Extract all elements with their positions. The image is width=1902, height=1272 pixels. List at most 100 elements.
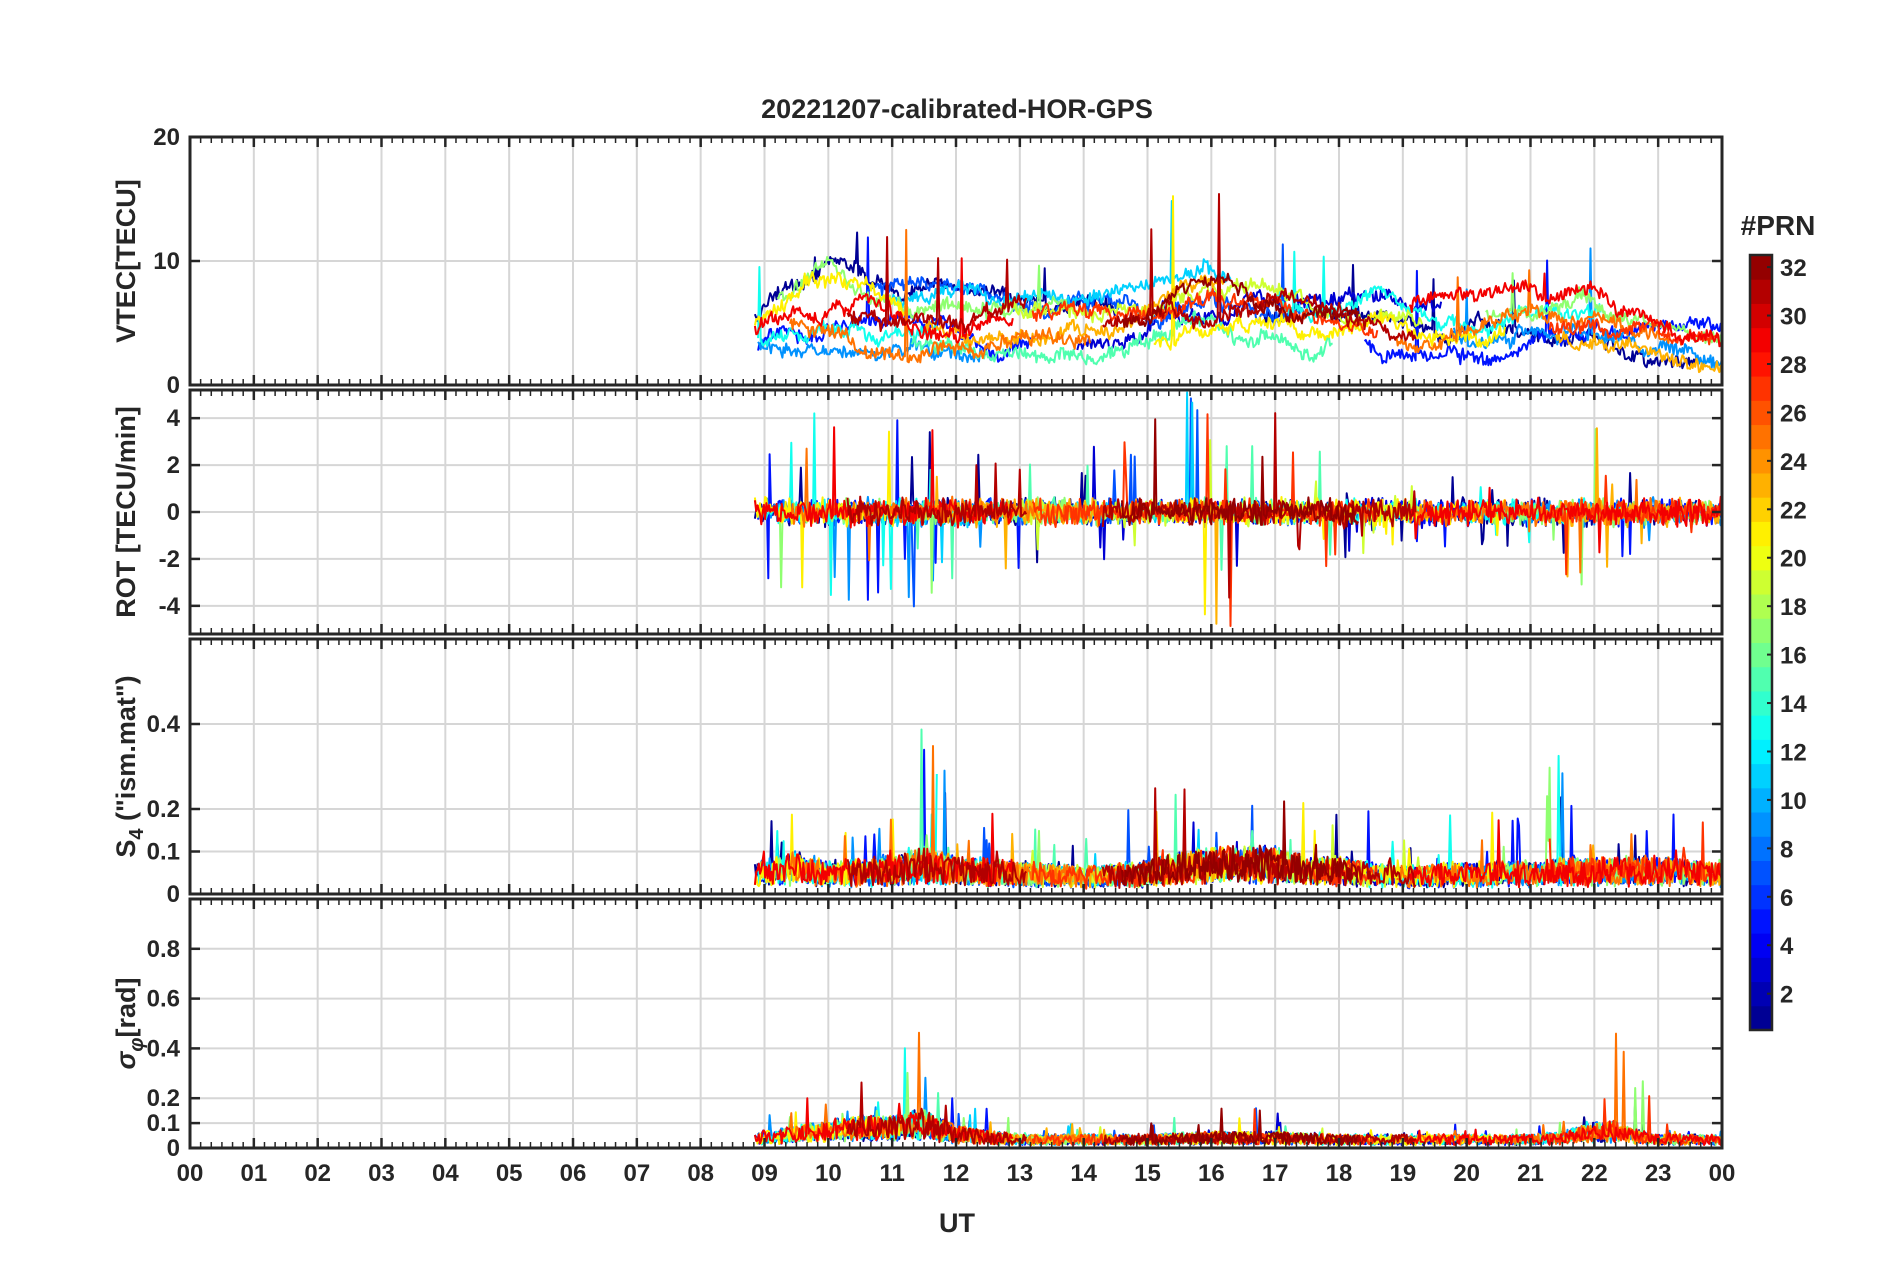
trace-prn-27: [1031, 288, 1379, 339]
traces-group: [753, 193, 1722, 374]
colorbar-tick-label: 8: [1780, 836, 1793, 863]
colorbar-swatch: [1750, 521, 1772, 547]
x-tick-label: 12: [943, 1160, 970, 1187]
y-tick-label: 4: [167, 405, 181, 432]
colorbar-swatch: [1750, 351, 1772, 377]
colorbar-tick-label: 6: [1780, 885, 1793, 912]
trace-prn-29: [1408, 272, 1722, 350]
trace-prn-1: [1261, 263, 1698, 370]
trace-prn-32: [1121, 800, 1360, 887]
colorbar-swatch: [1750, 279, 1772, 304]
y-tick-label: 10: [153, 248, 180, 275]
trace-prn-29: [1408, 1120, 1722, 1146]
trace-prn-31: [846, 847, 1028, 888]
colorbar-tick-label: 28: [1780, 352, 1807, 379]
trace-prn-32: [1121, 1107, 1360, 1146]
trace-prn-32: [1121, 418, 1359, 528]
trace-prn-17: [1485, 272, 1722, 345]
axes-frame: [188, 388, 1724, 636]
colorbar-swatch: [1750, 424, 1772, 450]
x-tick-label: 15: [1134, 1160, 1161, 1187]
y-tick-label: 0: [167, 499, 180, 526]
colorbar-swatch: [1750, 400, 1772, 426]
x-tick-label: 22: [1581, 1160, 1608, 1187]
colorbar-tick-label: 4: [1780, 933, 1794, 960]
x-tick-label: 05: [496, 1160, 523, 1187]
colorbar-swatch: [1750, 715, 1772, 740]
x-tick-label: 03: [368, 1160, 395, 1187]
colorbar-swatch: [1750, 594, 1772, 619]
y-tick-label: 2: [167, 452, 180, 479]
y-tick-label: 0.4: [147, 711, 181, 738]
trace-prn-1: [753, 231, 1116, 323]
trace-prn-23: [1555, 330, 1722, 374]
colorbar-tick-label: 14: [1780, 691, 1807, 718]
colorbar-swatch: [1750, 376, 1772, 401]
y-tick-label: 0.4: [147, 1035, 181, 1062]
colorbar-swatch: [1750, 933, 1772, 958]
colorbar-tick-label: 22: [1780, 497, 1807, 524]
x-tick-label: 04: [432, 1160, 459, 1187]
trace-prn-31: [846, 236, 1028, 334]
trace-prn-29: [753, 426, 1014, 529]
y-tick-label: 0.8: [147, 936, 180, 963]
colorbar-swatch: [1750, 957, 1772, 983]
panel-1: 0 10 20 VTEC[TECU]: [111, 124, 1724, 399]
colorbar-swatch: [1750, 860, 1772, 886]
panel-2: -4 -2 0 2 4 ROT [TECU/min]: [111, 388, 1724, 636]
chart-title: 20221207-calibrated-HOR-GPS: [761, 94, 1153, 124]
axes-frame: [188, 897, 1724, 1150]
colorbar-swatch: [1750, 255, 1772, 280]
trace-prn-29: [753, 257, 1014, 344]
x-tick-label: 08: [687, 1160, 714, 1187]
x-tick-label: 02: [304, 1160, 331, 1187]
colorbar-swatch: [1750, 497, 1772, 522]
y-tick-label: 0.1: [147, 1110, 180, 1137]
x-tick-label: 09: [751, 1160, 778, 1187]
x-tick-label: 20: [1453, 1160, 1480, 1187]
colorbar-tick-label: 26: [1780, 400, 1807, 427]
colorbar-swatch: [1750, 303, 1772, 329]
y-tick-label: 0.2: [147, 796, 180, 823]
trace-prn-25: [789, 228, 1091, 364]
colorbar-tick-label: 16: [1780, 643, 1807, 670]
x-tick-label: 23: [1645, 1160, 1672, 1187]
traces-group: [753, 391, 1722, 627]
colorbar-swatch: [1750, 739, 1772, 765]
x-tick-label: 00: [1709, 1160, 1736, 1187]
y-axis-label: S4 ("ism.mat"): [111, 675, 148, 857]
x-tick-label: 19: [1389, 1160, 1416, 1187]
colorbar-swatch: [1750, 981, 1772, 1007]
y-tick-label: 0: [167, 372, 180, 399]
x-tick-label: 10: [815, 1160, 842, 1187]
x-tick-label: 17: [1262, 1160, 1289, 1187]
trace-prn-29: [1408, 486, 1722, 554]
x-tick-label: 14: [1070, 1160, 1097, 1187]
colorbar-swatch: [1750, 884, 1772, 910]
x-tick-label: 00: [177, 1160, 204, 1187]
x-tick-label: 11: [879, 1160, 904, 1187]
traces-group: [753, 728, 1722, 890]
trace-prn-21: [753, 271, 906, 326]
colorbar-tick-label: 30: [1780, 304, 1807, 331]
trace-prn-32: [1121, 272, 1360, 329]
trace-prn-17: [776, 256, 1072, 321]
colorbar-swatch: [1750, 908, 1772, 934]
trace-prn-9: [757, 337, 983, 364]
trace-prn-31: [846, 1081, 1028, 1146]
y-tick-label: 0: [167, 1135, 180, 1162]
colorbar-tick-label: 20: [1780, 546, 1807, 573]
trace-prn-21: [1152, 802, 1506, 889]
colorbar-swatch: [1750, 327, 1772, 353]
colorbar-tick-label: 32: [1780, 255, 1807, 282]
colorbar-swatch: [1750, 666, 1772, 692]
colorbar-swatch: [1750, 545, 1772, 571]
colorbar-tick-label: 18: [1780, 594, 1807, 621]
colorbar-swatch: [1750, 569, 1772, 595]
colorbar-tick-label: 2: [1780, 982, 1793, 1009]
y-tick-label: 20: [153, 124, 180, 151]
x-tick-label: 13: [1006, 1160, 1033, 1187]
y-tick-label: 0.6: [147, 986, 180, 1013]
